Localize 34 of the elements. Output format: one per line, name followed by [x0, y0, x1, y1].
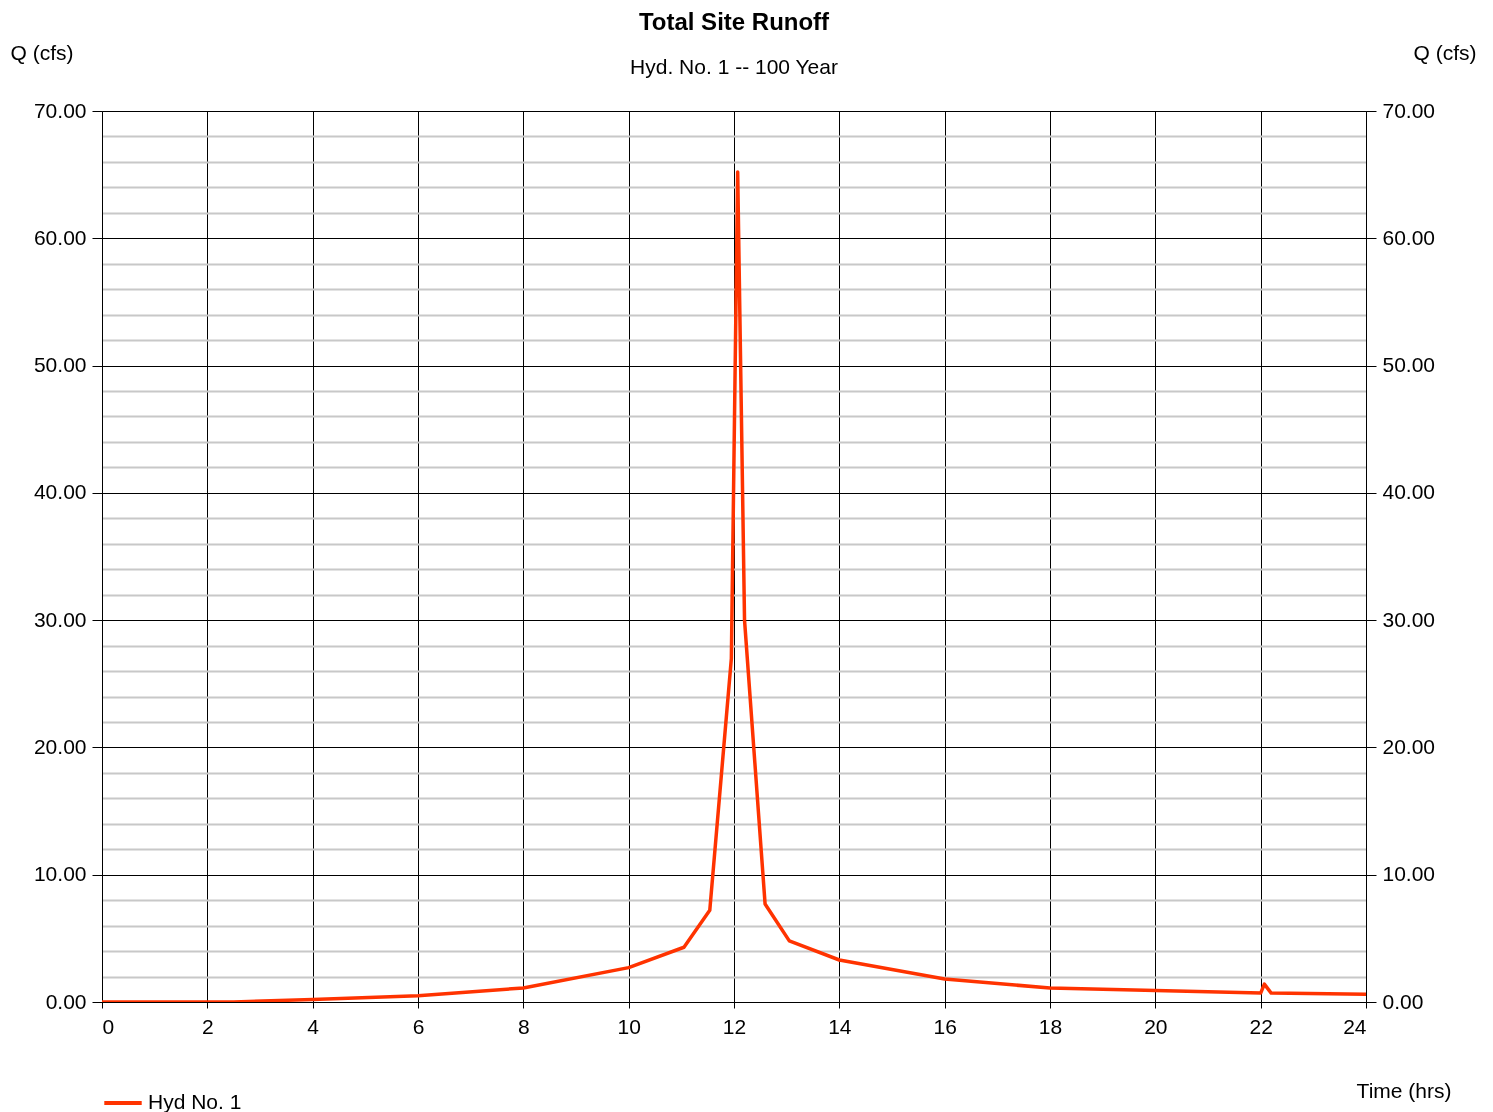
y-tick-label: 10.00 [33, 862, 87, 886]
y-axis-title: Q (cfs) [10, 40, 74, 64]
x-tick-label: 4 [307, 1014, 320, 1038]
x-axis-title: Time (hrs) [1356, 1078, 1452, 1102]
y2-tick-label: 40.00 [1382, 480, 1436, 504]
x-tick-label: 16 [933, 1014, 957, 1038]
y2-tick-label: 20.00 [1382, 734, 1436, 758]
y-tick-label: 60.00 [33, 225, 87, 249]
chart-title: Total Site Runoff [638, 8, 831, 35]
x-tick-label: 10 [617, 1014, 641, 1038]
y2-tick-label: 0.00 [1382, 989, 1424, 1013]
x-tick-label: 8 [517, 1014, 530, 1038]
y2-tick-label: 30.00 [1382, 607, 1436, 631]
y-tick-label: 40.00 [33, 480, 87, 504]
y-tick-label: 70.00 [33, 98, 87, 122]
x-tick-label: 24 [1343, 1014, 1367, 1038]
x-tick-label: 14 [828, 1014, 852, 1038]
y-tick-label: 20.00 [33, 734, 87, 758]
chart-subtitle: Hyd. No. 1 -- 100 Year [630, 55, 838, 78]
x-tick-label: 12 [722, 1014, 747, 1038]
y2-tick-label: 50.00 [1382, 353, 1436, 377]
x-tick-label: 22 [1249, 1014, 1273, 1038]
x-tick-label: 0 [102, 1014, 115, 1038]
y2-tick-label: 10.00 [1382, 862, 1436, 886]
x-tick-label: 6 [412, 1014, 425, 1038]
y-tick-label: 50.00 [33, 353, 87, 377]
y-tick-label: 30.00 [33, 607, 87, 631]
x-tick-label: 2 [201, 1014, 214, 1038]
y2-axis-title: Q (cfs) [1413, 40, 1477, 64]
y-tick-label: 0.00 [45, 989, 87, 1013]
x-tick-label: 20 [1144, 1014, 1168, 1038]
y2-tick-label: 70.00 [1382, 98, 1436, 122]
x-tick-label: 18 [1038, 1014, 1063, 1038]
y2-tick-label: 60.00 [1382, 225, 1436, 249]
